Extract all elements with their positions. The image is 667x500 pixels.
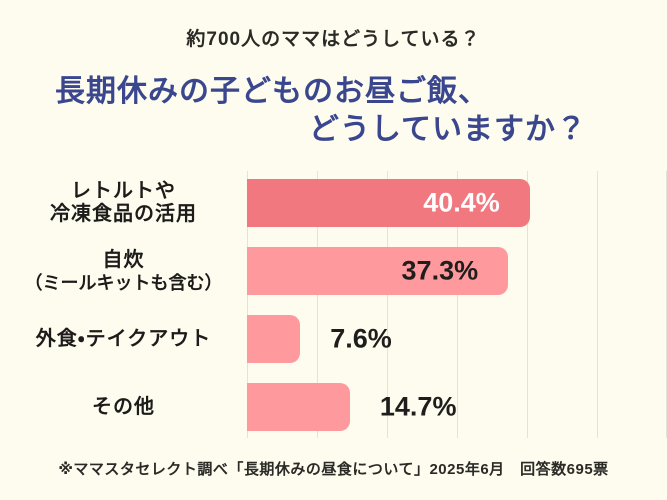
category-label-line: 外食・テイクアウト: [35, 327, 212, 350]
bar-row: その他 14.7%: [0, 383, 667, 431]
category-label: その他: [0, 383, 247, 431]
category-label-line: 自炊: [102, 248, 145, 271]
bar-row: レトルトや 冷凍食品の活用 40.4%: [0, 179, 667, 227]
bar-value-label: 40.4%: [423, 187, 500, 218]
bar-value-label: 14.7%: [379, 391, 457, 422]
bar-row: 外食・テイクアウト 7.6%: [0, 315, 667, 363]
category-label: 外食・テイクアウト: [0, 315, 247, 363]
category-label-line: （ミールキットも含む）: [24, 272, 223, 293]
category-label: 自炊 （ミールキットも含む）: [0, 247, 247, 295]
chart-title-line1: 長期休みの子どものお昼ご飯、: [55, 75, 489, 108]
bar: 7.6%: [247, 315, 392, 363]
bar-chart: レトルトや 冷凍食品の活用 40.4% 自炊 （ミールキットも含む） 37.3% 外…: [0, 171, 667, 438]
eyebrow-text: 約700人のママはどうしている？: [186, 29, 481, 50]
bar: 40.4%: [247, 179, 530, 227]
bar-row: 自炊 （ミールキットも含む） 37.3%: [0, 247, 667, 295]
category-label-line: その他: [92, 395, 155, 418]
chart-rows: レトルトや 冷凍食品の活用 40.4% 自炊 （ミールキットも含む） 37.3% 外…: [0, 179, 667, 451]
chart-title-line2: どうしていますか？: [308, 113, 587, 146]
source-note: ※ママスタセレクト調べ「長期休みの昼食について」2025年6月 回答数695票: [58, 461, 609, 478]
bar-track: 7.6%: [247, 315, 667, 363]
bar-track: 14.7%: [247, 383, 667, 431]
bar-value-label: 37.3%: [401, 255, 479, 286]
bar-track: 40.4%: [247, 179, 667, 227]
category-label-line: 冷凍食品の活用: [50, 203, 197, 225]
bar-value-label: 7.6%: [330, 323, 392, 354]
category-label-line: レトルトや: [71, 180, 176, 202]
bar: 37.3%: [247, 247, 509, 295]
category-label: レトルトや 冷凍食品の活用: [0, 179, 247, 227]
bar-track: 37.3%: [247, 247, 667, 295]
bar: 14.7%: [247, 383, 456, 431]
